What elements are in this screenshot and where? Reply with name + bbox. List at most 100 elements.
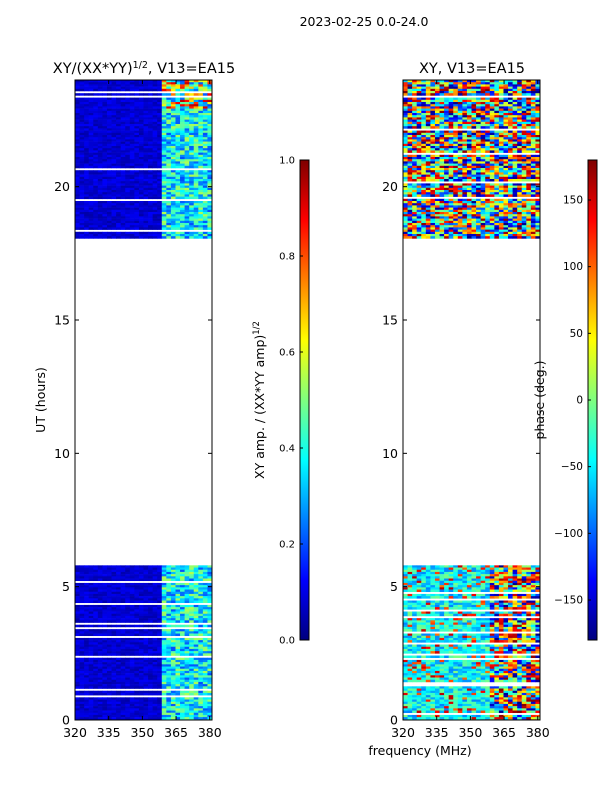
heatmap-cell xyxy=(198,648,204,652)
heatmap-cell xyxy=(530,604,536,608)
heatmap-cell xyxy=(143,697,149,700)
heatmap-cell xyxy=(403,655,408,659)
heatmap-cell xyxy=(166,88,172,92)
heatmap-cell xyxy=(521,602,527,606)
heatmap-cell xyxy=(416,622,422,626)
heatmap-cell xyxy=(125,108,131,112)
heatmap-cell xyxy=(517,620,523,623)
heatmap-cell xyxy=(161,223,167,226)
heatmap-cell xyxy=(125,137,131,140)
heatmap-cell xyxy=(134,662,140,665)
heatmap-cell xyxy=(134,587,140,590)
heatmap-cell xyxy=(102,115,108,118)
heatmap-cell xyxy=(111,668,117,672)
heatmap-cell xyxy=(416,624,422,628)
heatmap-cell xyxy=(471,640,477,643)
heatmap-cell xyxy=(111,708,117,711)
heatmap-cell xyxy=(207,159,212,162)
heatmap-cell xyxy=(93,598,99,601)
heatmap-cell xyxy=(184,205,190,208)
heatmap-cell xyxy=(84,190,90,193)
heatmap-cell xyxy=(143,225,149,228)
heatmap-cell xyxy=(175,128,181,131)
heatmap-cell xyxy=(111,146,117,149)
heatmap-cell xyxy=(403,607,408,610)
heatmap-cell xyxy=(184,194,190,197)
heatmap-cell xyxy=(157,146,163,149)
heatmap-cell xyxy=(207,664,212,667)
heatmap-cell xyxy=(102,159,108,162)
heatmap-cell xyxy=(170,80,176,83)
heatmap-cell xyxy=(180,629,185,632)
heatmap-cell xyxy=(125,578,131,582)
heatmap-cell xyxy=(489,578,495,582)
heatmap-cell xyxy=(143,600,149,604)
heatmap-cell xyxy=(180,218,185,222)
heatmap-cell xyxy=(88,681,94,685)
heatmap-cell xyxy=(198,565,204,568)
heatmap-cell xyxy=(93,234,99,237)
heatmap-cell xyxy=(152,150,158,153)
heatmap-cell xyxy=(434,580,440,584)
heatmap-cell xyxy=(134,159,140,162)
heatmap-cell xyxy=(97,150,103,153)
heatmap-cell xyxy=(148,106,154,109)
heatmap-cell xyxy=(97,569,103,573)
heatmap-cell xyxy=(111,128,117,131)
heatmap-cell xyxy=(102,692,108,696)
heatmap-cell xyxy=(97,629,103,632)
heatmap-cell xyxy=(180,152,185,156)
heatmap-cell xyxy=(116,576,122,579)
heatmap-cell xyxy=(184,97,190,101)
heatmap-cell xyxy=(184,84,190,87)
heatmap-cell xyxy=(148,640,154,643)
heatmap-cell xyxy=(503,648,509,652)
heatmap-cell xyxy=(116,666,122,670)
heatmap-cell xyxy=(97,146,103,149)
heatmap-cell xyxy=(102,681,108,685)
heatmap-cell xyxy=(189,644,195,648)
heatmap-cell xyxy=(79,216,85,219)
heatmap-cell xyxy=(75,703,80,707)
heatmap-cell xyxy=(106,569,112,573)
heatmap-cell xyxy=(198,607,204,610)
heatmap-cell xyxy=(106,642,112,645)
heatmap-cell xyxy=(161,205,167,208)
heatmap-cell xyxy=(198,223,204,226)
heatmap-cell xyxy=(480,648,486,652)
heatmap-cell xyxy=(485,593,491,597)
heatmap-cell xyxy=(193,571,199,575)
heatmap-cell xyxy=(125,714,131,718)
heatmap-cell xyxy=(517,569,523,573)
heatmap-cell xyxy=(111,699,117,703)
heatmap-cell xyxy=(471,648,477,652)
heatmap-cell xyxy=(193,117,199,120)
heatmap-cell xyxy=(166,115,172,118)
heatmap-cell xyxy=(512,626,518,630)
heatmap-cell xyxy=(166,587,172,590)
heatmap-cell xyxy=(512,622,518,626)
heatmap-cell xyxy=(93,613,99,617)
heatmap-cell xyxy=(189,196,195,200)
heatmap-cell xyxy=(530,602,536,606)
heatmap-cell xyxy=(508,565,513,568)
heatmap-cell xyxy=(125,648,131,652)
heatmap-cell xyxy=(148,615,154,619)
heatmap-cell xyxy=(93,106,99,109)
heatmap-cell xyxy=(84,712,90,716)
heatmap-cell xyxy=(466,613,472,617)
heatmap-cell xyxy=(157,637,163,641)
heatmap-cell xyxy=(138,708,144,711)
heatmap-cell xyxy=(106,593,112,597)
heatmap-cell xyxy=(79,712,85,716)
heatmap-cell xyxy=(184,130,190,134)
heatmap-cell xyxy=(466,655,472,659)
heatmap-cell xyxy=(106,708,112,711)
heatmap-cell xyxy=(143,642,149,645)
heatmap-cell xyxy=(111,152,117,156)
heatmap-cell xyxy=(170,569,176,573)
heatmap-cell xyxy=(521,585,527,588)
heatmap-cell xyxy=(152,670,158,674)
heatmap-cell xyxy=(485,611,491,615)
heatmap-cell xyxy=(157,699,163,703)
